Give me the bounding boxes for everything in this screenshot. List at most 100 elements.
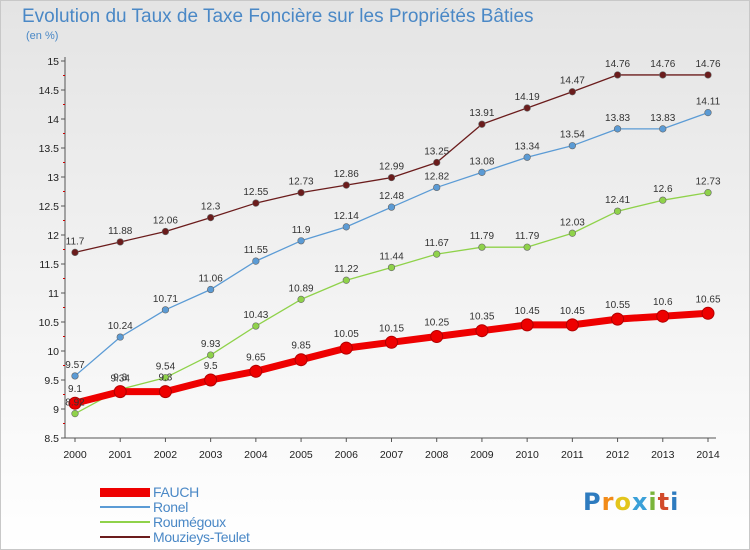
data-point xyxy=(387,173,396,182)
legend-label: FAUCH xyxy=(153,484,199,500)
data-label: 9.93 xyxy=(201,339,221,350)
legend-item: Ronel xyxy=(100,500,360,515)
data-point xyxy=(659,125,667,133)
data-label: 12.6 xyxy=(653,184,673,195)
y-tick-label: 12.5 xyxy=(39,201,60,213)
data-label: 13.34 xyxy=(515,141,540,152)
y-tick-label: 13 xyxy=(47,172,59,184)
legend-item: Mouzieys-Teulet xyxy=(100,530,360,545)
data-point xyxy=(252,199,260,207)
data-label: 8.92 xyxy=(65,398,85,409)
data-point xyxy=(161,306,170,314)
x-tick-label: 2010 xyxy=(515,449,539,461)
data-label: 14.76 xyxy=(605,59,630,70)
data-point xyxy=(523,104,531,112)
data-label: 12.73 xyxy=(695,177,720,188)
data-label: 9.3 xyxy=(158,373,172,384)
data-point xyxy=(568,142,576,150)
data-label: 12.55 xyxy=(243,187,268,198)
data-label: 10.45 xyxy=(515,306,540,317)
data-point xyxy=(478,168,486,176)
data-label: 11.67 xyxy=(425,238,450,249)
chart-title: Evolution du Taux de Taxe Foncière sur l… xyxy=(22,6,534,27)
data-point xyxy=(478,120,486,128)
legend-swatch xyxy=(100,521,150,523)
data-point xyxy=(659,71,667,79)
data-point xyxy=(520,318,534,332)
data-label: 13.08 xyxy=(469,156,494,167)
data-label: 9.34 xyxy=(110,373,130,384)
data-label: 12.73 xyxy=(289,177,314,188)
chart-subtitle: (en %) xyxy=(26,30,59,42)
data-label: 13.83 xyxy=(605,113,630,124)
x-tick-label: 2000 xyxy=(63,449,87,461)
data-point xyxy=(387,203,396,211)
data-point xyxy=(704,109,712,117)
data-label: 14.76 xyxy=(650,59,675,70)
data-point xyxy=(433,250,441,258)
data-label: 12.06 xyxy=(153,216,178,227)
legend-item: Roumégoux xyxy=(100,515,360,530)
data-point xyxy=(475,324,489,338)
x-tick-label: 2008 xyxy=(425,449,449,461)
data-label: 10.35 xyxy=(469,312,494,323)
data-label: 10.43 xyxy=(243,310,268,321)
data-label: 9.5 xyxy=(204,361,218,372)
data-label: 11.44 xyxy=(379,251,404,262)
data-point xyxy=(161,374,170,382)
data-point xyxy=(387,263,396,272)
legend-label: Roumégoux xyxy=(153,514,226,530)
data-point xyxy=(568,229,576,237)
data-point xyxy=(71,410,79,418)
data-label: 11.79 xyxy=(515,231,540,242)
data-point xyxy=(342,223,350,231)
data-point xyxy=(611,312,625,326)
legend-item: FAUCH xyxy=(100,485,360,500)
y-tick-label: 10 xyxy=(47,346,59,358)
legend-label: Ronel xyxy=(153,499,189,515)
x-tick-label: 2011 xyxy=(561,449,584,461)
data-label: 14.11 xyxy=(696,97,721,108)
y-tick-label: 15 xyxy=(47,56,59,68)
data-point xyxy=(249,364,263,378)
data-point xyxy=(659,196,667,204)
data-label: 13.54 xyxy=(560,130,585,141)
data-point xyxy=(385,335,398,349)
data-point xyxy=(523,243,531,251)
data-label: 9.3 xyxy=(113,373,127,384)
data-point xyxy=(342,181,350,189)
data-point xyxy=(297,295,305,303)
data-point xyxy=(478,243,486,251)
x-tick-label: 2006 xyxy=(335,449,359,461)
legend-label: Mouzieys-Teulet xyxy=(153,529,250,545)
data-point xyxy=(297,189,305,197)
data-label: 9.1 xyxy=(68,384,82,395)
data-point xyxy=(433,183,441,192)
data-label: 12.86 xyxy=(334,169,359,180)
data-point xyxy=(116,333,124,341)
data-point xyxy=(568,88,576,96)
data-point xyxy=(297,237,305,245)
data-label: 10.25 xyxy=(424,318,449,329)
data-point xyxy=(158,385,172,399)
x-tick-label: 2009 xyxy=(470,449,494,461)
data-point xyxy=(523,153,531,161)
data-label: 13.91 xyxy=(469,108,494,119)
data-point xyxy=(207,214,215,222)
data-point xyxy=(701,306,715,320)
y-tick-label: 8.5 xyxy=(44,433,59,445)
data-label: 10.6 xyxy=(653,297,673,308)
data-label: 12.03 xyxy=(560,217,585,228)
data-point xyxy=(207,285,215,294)
data-point xyxy=(342,276,350,284)
y-tick-label: 12 xyxy=(47,230,59,242)
data-label: 10.89 xyxy=(289,283,314,294)
data-point xyxy=(207,351,215,359)
x-tick-label: 2013 xyxy=(651,449,675,461)
x-tick-label: 2002 xyxy=(154,449,178,461)
x-tick-label: 2003 xyxy=(199,449,223,461)
legend-swatch xyxy=(100,487,150,497)
data-point xyxy=(161,227,170,236)
data-label: 11.06 xyxy=(198,274,223,285)
